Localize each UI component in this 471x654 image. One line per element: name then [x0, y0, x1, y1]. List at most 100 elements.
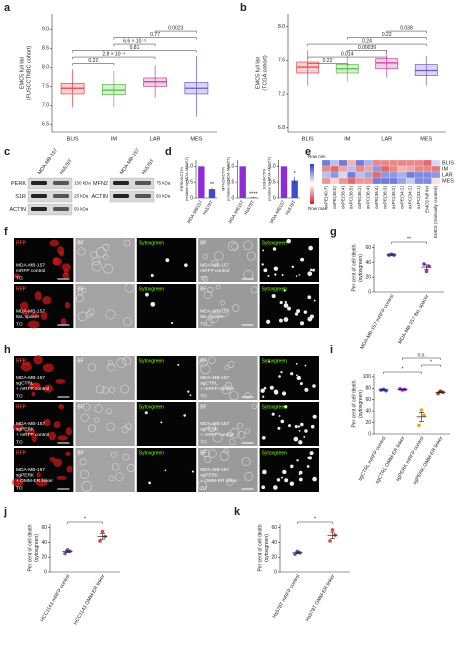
cell [278, 318, 283, 323]
blot-band [31, 181, 47, 185]
cell [13, 273, 21, 279]
cell [106, 422, 115, 432]
bracket [391, 241, 427, 244]
error-bar [400, 388, 405, 391]
scale-label: Row max [308, 206, 328, 211]
blot-membrane [27, 190, 73, 203]
image-marker: TO [200, 321, 207, 327]
cell [231, 304, 240, 312]
cell [199, 358, 208, 367]
protein-label: ACTIN [92, 194, 109, 200]
channel-label: Sytoxgreen [139, 240, 165, 246]
cell [122, 453, 130, 461]
heatmap-cell [431, 159, 441, 167]
y-tick-label: 0 [368, 431, 371, 437]
micrograph [259, 356, 319, 400]
bracket [307, 56, 387, 60]
column-label: oxPC(36:4) [366, 186, 371, 210]
cell [227, 361, 235, 368]
y-axis-label: Per cent of cell death [351, 380, 357, 427]
image-marker: TO [16, 275, 23, 281]
heatmap-cell [338, 165, 348, 173]
cell [43, 384, 54, 393]
cell [271, 412, 275, 416]
y-tick-label: 1.0 [227, 164, 234, 170]
cell [111, 463, 120, 471]
cell [272, 247, 277, 251]
x-tick-label: HCC1143 OMM-ER linker [73, 573, 107, 626]
image-caption: + mRFP control [16, 386, 49, 392]
micrograph [198, 284, 258, 328]
cell [27, 320, 40, 329]
heatmap-cell [397, 165, 407, 173]
bracket [72, 50, 197, 53]
cell [229, 391, 239, 401]
heatmap-cell [330, 165, 339, 173]
cell [58, 404, 65, 410]
cell [122, 317, 132, 326]
lane-label: MDA-MB-157 [119, 147, 141, 175]
column-label: oxPE(38:4) [340, 186, 345, 209]
cell [303, 435, 306, 438]
cell [77, 311, 88, 322]
x-tick-label: Hs578T [243, 199, 255, 215]
cell [307, 316, 313, 322]
heatmap-cell [364, 177, 373, 185]
column-label: oxPE(36:4) [374, 186, 379, 209]
heatmap-cell [414, 171, 424, 179]
error-bar [381, 389, 386, 391]
y-axis-label: Per cent of cell death [27, 524, 33, 571]
y-tick-label: 0 [368, 289, 371, 295]
cell [273, 266, 279, 271]
image-caption: MDA-MB-157 [16, 375, 45, 381]
bar [198, 166, 205, 198]
column-label: oxPE(40:7) [323, 186, 328, 209]
cell [226, 431, 233, 438]
bracket-label: 0.22 [382, 32, 392, 38]
cell [24, 428, 36, 435]
heatmap-cell [321, 177, 331, 185]
heatmap-cell [372, 159, 382, 167]
image-caption: sgPERK [16, 426, 35, 432]
heatmap-cell [397, 159, 407, 167]
cell [40, 311, 48, 321]
bracket-label: 0.014 [341, 52, 354, 58]
marker-label: 75 kDa [156, 181, 171, 186]
cell [266, 319, 271, 324]
cell [306, 465, 310, 468]
channel-label: Sytoxgreen [262, 286, 288, 292]
x-tick-label: MDA-MB157 [269, 199, 286, 224]
y-tick-label: 9.0 [42, 27, 49, 33]
bar [239, 166, 246, 198]
y-tick-label: 0 [44, 569, 47, 575]
image-caption: + OMM-ER linker [200, 478, 237, 484]
heatmap-cell [364, 165, 373, 173]
cell [87, 308, 95, 316]
cell [205, 318, 214, 326]
bracket-label: n.s. [417, 353, 425, 359]
cell [286, 238, 291, 244]
image-caption: MDA-MB-157 [16, 262, 45, 268]
cell [273, 485, 278, 490]
cell [122, 356, 132, 366]
cell [244, 472, 254, 481]
channel-label: BF [200, 404, 206, 410]
y-axis-label: (FUSCCTNBC cohort) [26, 46, 32, 101]
cell [57, 435, 68, 441]
cell [80, 413, 89, 422]
error-bar [330, 531, 335, 539]
y-tick-label: 40 [365, 408, 371, 414]
cell [312, 414, 317, 419]
cell [291, 265, 295, 269]
image-caption: + OMM-ER linker [16, 478, 53, 484]
channel-label: RFP [16, 404, 27, 410]
channel-label: BF [200, 286, 206, 292]
heatmap-cell [372, 177, 382, 185]
image-caption: MDA-MB-157 [200, 467, 229, 473]
x-tick-label: LAR [381, 136, 392, 142]
bracket [347, 37, 427, 40]
cell [82, 403, 91, 411]
blot-membrane [109, 190, 155, 203]
blot-band [31, 194, 47, 198]
cell [284, 318, 288, 322]
